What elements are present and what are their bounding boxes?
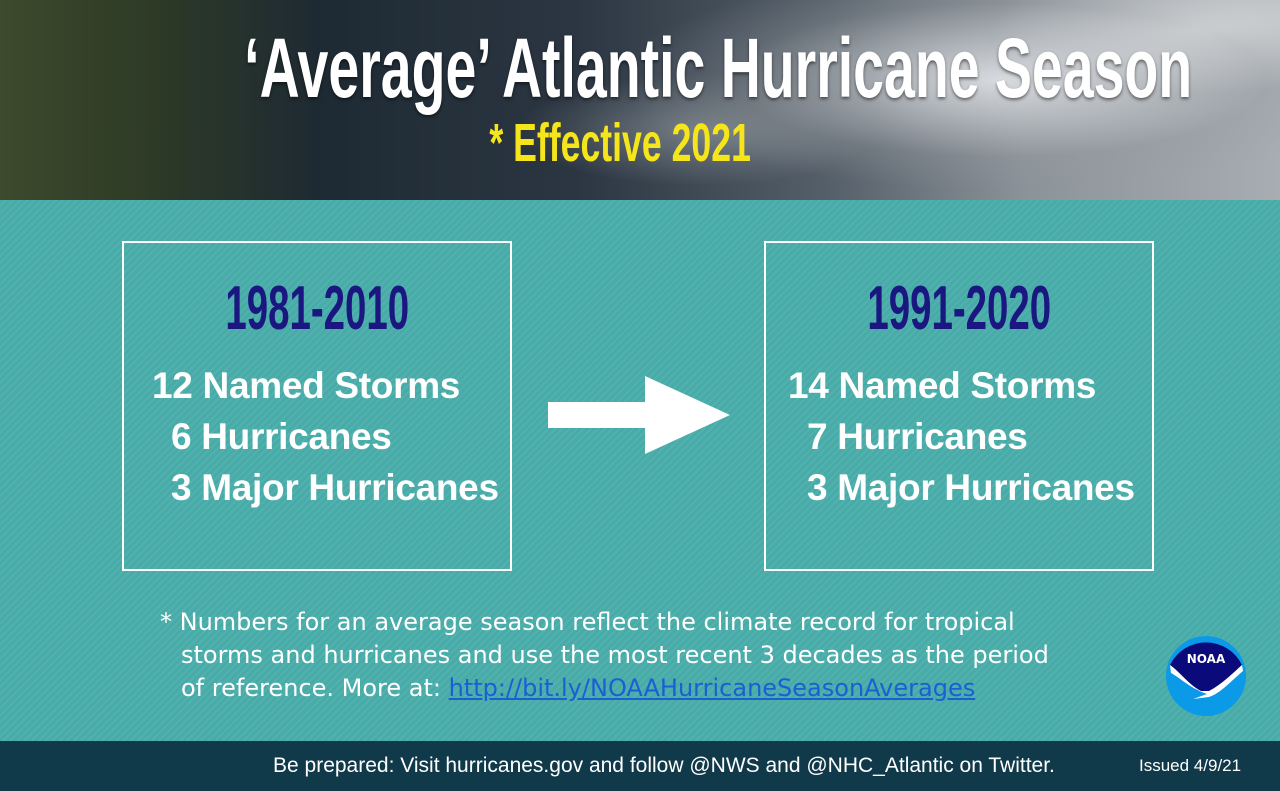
- new-period-text: 1991-2020: [867, 274, 1051, 343]
- new-period-box: 1991-2020 14 Named Storms 7 Hurricanes 3…: [764, 241, 1154, 571]
- old-major-hurricanes: 3 Major Hurricanes: [171, 467, 499, 508]
- noaa-logo-text: NOAA: [1187, 652, 1226, 666]
- footer-message: Be prepared: Visit hurricanes.gov and fo…: [273, 754, 1055, 777]
- footnote: * Numbers for an average season reflect …: [160, 606, 1049, 705]
- new-major-hurricanes: 3 Major Hurricanes: [807, 467, 1135, 508]
- page-title: ‘Average’ Atlantic Hurricane Season: [0, 20, 1280, 117]
- new-named-storms: 14 Named Storms: [788, 365, 1097, 406]
- noaa-logo: NOAA: [1166, 636, 1246, 716]
- page-title-text: ‘Average’ Atlantic Hurricane Season: [244, 21, 1193, 115]
- old-named-storms: 12 Named Storms: [152, 365, 461, 406]
- footnote-line-1: * Numbers for an average season reflect …: [160, 608, 1015, 636]
- footnote-line-2: storms and hurricanes and use the most r…: [181, 641, 1049, 669]
- issued-date: Issued 4/9/21: [1139, 756, 1242, 775]
- old-period-label: 1981-2010: [124, 273, 510, 344]
- footnote-line-3-text: of reference. More at:: [181, 674, 449, 702]
- old-period-text: 1981-2010: [225, 274, 409, 343]
- page-subtitle: * Effective 2021: [0, 112, 1260, 174]
- footer-bar: Be prepared: Visit hurricanes.gov and fo…: [0, 741, 1280, 791]
- new-hurricanes: 7 Hurricanes: [807, 416, 1028, 457]
- right-arrow-icon: [548, 376, 730, 454]
- averages-link[interactable]: http://bit.ly/NOAAHurricaneSeasonAverage…: [448, 674, 976, 702]
- new-period-label: 1991-2020: [766, 273, 1152, 344]
- old-hurricanes: 6 Hurricanes: [171, 416, 392, 457]
- satellite-header: ‘Average’ Atlantic Hurricane Season * Ef…: [0, 0, 1280, 200]
- footnote-line-3: of reference. More at: http://bit.ly/NOA…: [160, 672, 1049, 705]
- old-period-box: 1981-2010 12 Named Storms 6 Hurricanes 3…: [122, 241, 512, 571]
- page-subtitle-text: * Effective 2021: [489, 113, 751, 173]
